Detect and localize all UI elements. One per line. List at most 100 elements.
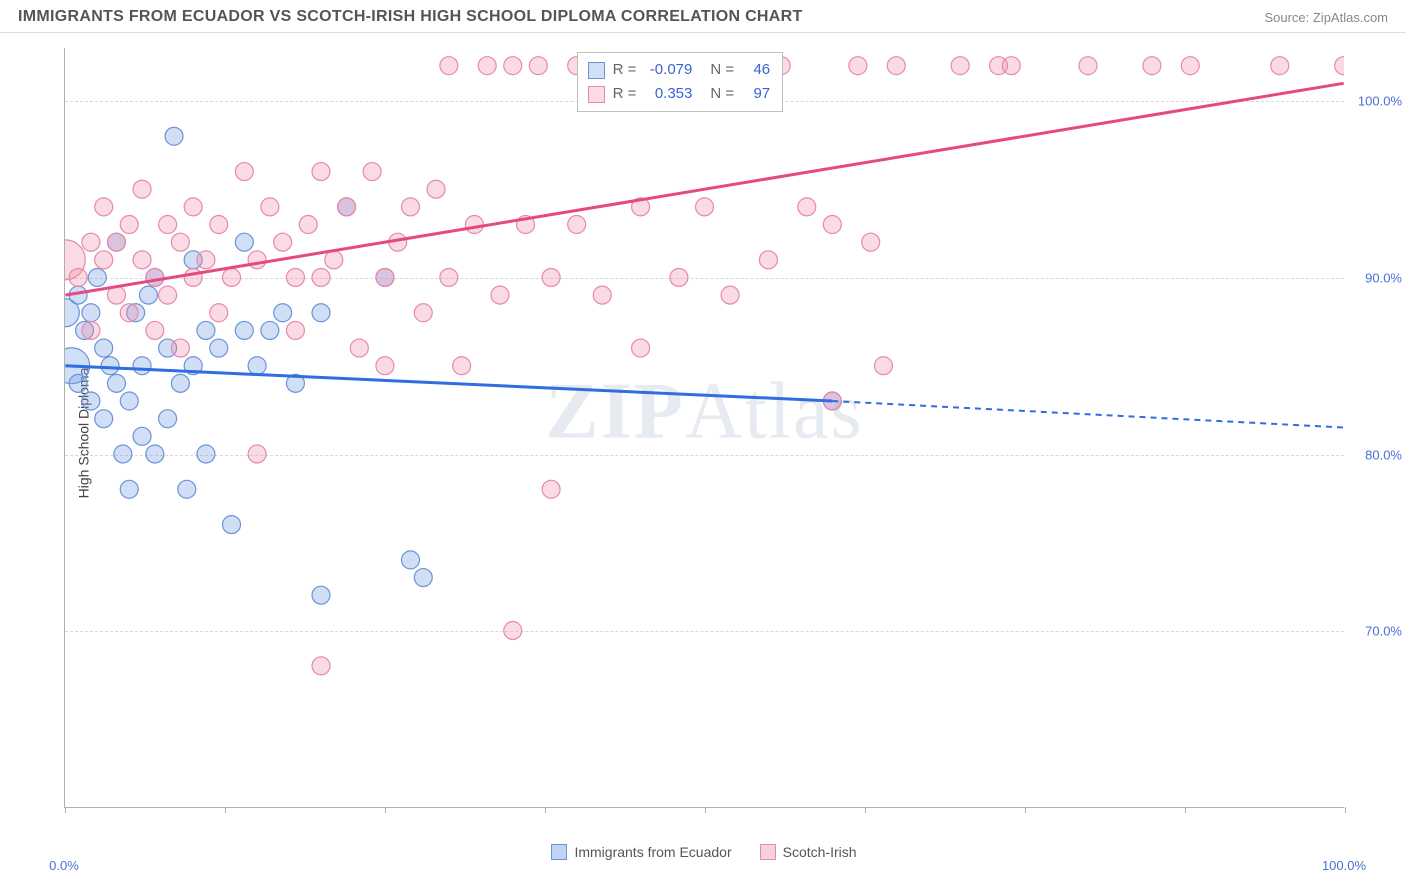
- stat-n-value: 46: [742, 58, 770, 82]
- data-point-ecuador: [312, 304, 330, 322]
- data-point-scotch: [1143, 57, 1161, 75]
- data-point-ecuador: [146, 445, 164, 463]
- data-point-scotch: [184, 268, 202, 286]
- data-point-ecuador: [82, 392, 100, 410]
- data-point-ecuador: [165, 127, 183, 145]
- data-point-scotch: [568, 216, 586, 234]
- data-point-ecuador: [401, 551, 419, 569]
- swatch-icon: [588, 62, 605, 79]
- legend-item: Immigrants from Ecuador: [551, 844, 731, 860]
- data-point-scotch: [491, 286, 509, 304]
- data-point-ecuador: [101, 357, 119, 375]
- data-point-ecuador: [95, 410, 113, 428]
- data-point-scotch: [146, 321, 164, 339]
- x-max-label: 100.0%: [1322, 858, 1366, 873]
- y-tick-label: 100.0%: [1358, 94, 1402, 109]
- data-point-ecuador: [82, 304, 100, 322]
- x-tick: [1185, 807, 1186, 813]
- data-point-ecuador: [133, 357, 151, 375]
- data-point-ecuador: [223, 516, 241, 534]
- data-point-scotch: [312, 163, 330, 181]
- data-point-scotch: [235, 163, 253, 181]
- data-point-ecuador: [197, 321, 215, 339]
- data-point-ecuador: [120, 480, 138, 498]
- stat-n-label: N =: [710, 82, 734, 106]
- data-point-ecuador: [235, 233, 253, 251]
- data-point-scotch: [376, 268, 394, 286]
- x-tick: [545, 807, 546, 813]
- x-tick: [225, 807, 226, 813]
- data-point-scotch: [274, 233, 292, 251]
- stats-legend-box: R = -0.079 N = 46 R = 0.353 N = 97: [577, 52, 784, 112]
- data-point-scotch: [171, 233, 189, 251]
- data-point-scotch: [69, 268, 87, 286]
- chart-title: IMMIGRANTS FROM ECUADOR VS SCOTCH-IRISH …: [18, 8, 803, 26]
- chart-svg: [65, 48, 1344, 807]
- data-point-ecuador: [107, 374, 125, 392]
- swatch-icon: [551, 844, 567, 860]
- legend-item: Scotch-Irish: [760, 844, 857, 860]
- data-point-ecuador: [69, 374, 87, 392]
- data-point-scotch: [95, 251, 113, 269]
- data-point-scotch: [887, 57, 905, 75]
- x-tick: [705, 807, 706, 813]
- x-tick: [65, 807, 66, 813]
- stat-row-ecuador: R = -0.079 N = 46: [588, 58, 771, 82]
- data-point-scotch: [670, 268, 688, 286]
- data-point-ecuador: [414, 569, 432, 587]
- stat-r-value: -0.079: [644, 58, 692, 82]
- data-point-scotch: [223, 268, 241, 286]
- data-point-scotch: [286, 268, 304, 286]
- data-point-scotch: [248, 251, 266, 269]
- data-point-scotch: [440, 57, 458, 75]
- data-point-ecuador: [210, 339, 228, 357]
- data-point-scotch: [453, 357, 471, 375]
- data-point-scotch: [312, 268, 330, 286]
- legend-label: Immigrants from Ecuador: [574, 844, 731, 860]
- data-point-scotch: [478, 57, 496, 75]
- data-point-scotch: [696, 198, 714, 216]
- data-point-scotch: [286, 321, 304, 339]
- data-point-scotch: [261, 198, 279, 216]
- bottom-legend: Immigrants from Ecuador Scotch-Irish: [64, 844, 1344, 860]
- swatch-icon: [588, 86, 605, 103]
- data-point-scotch: [593, 286, 611, 304]
- data-point-scotch: [133, 180, 151, 198]
- stat-row-scotch: R = 0.353 N = 97: [588, 82, 771, 106]
- data-point-scotch: [159, 216, 177, 234]
- y-tick-label: 90.0%: [1365, 270, 1402, 285]
- data-point-ecuador: [261, 321, 279, 339]
- data-point-scotch: [849, 57, 867, 75]
- data-point-scotch: [874, 357, 892, 375]
- data-point-scotch: [146, 268, 164, 286]
- data-point-scotch: [107, 233, 125, 251]
- x-tick: [385, 807, 386, 813]
- data-point-scotch: [798, 198, 816, 216]
- data-point-scotch: [427, 180, 445, 198]
- data-point-scotch: [529, 57, 547, 75]
- data-point-scotch: [325, 251, 343, 269]
- data-point-scotch: [504, 622, 522, 640]
- data-point-scotch: [312, 657, 330, 675]
- data-point-scotch: [82, 321, 100, 339]
- x-tick: [865, 807, 866, 813]
- data-point-ecuador: [178, 480, 196, 498]
- data-point-ecuador: [274, 304, 292, 322]
- x-tick: [1345, 807, 1346, 813]
- stat-n-value: 97: [742, 82, 770, 106]
- data-point-scotch: [440, 268, 458, 286]
- data-point-scotch: [210, 216, 228, 234]
- data-point-scotch: [1002, 57, 1020, 75]
- y-tick-label: 70.0%: [1365, 624, 1402, 639]
- data-point-scotch: [210, 304, 228, 322]
- data-point-scotch: [401, 198, 419, 216]
- data-point-scotch: [1181, 57, 1199, 75]
- data-point-ecuador: [139, 286, 157, 304]
- data-point-scotch: [1335, 57, 1344, 75]
- data-point-ecuador: [171, 374, 189, 392]
- stat-r-value: 0.353: [644, 82, 692, 106]
- legend-label: Scotch-Irish: [783, 844, 857, 860]
- stat-r-label: R =: [613, 82, 637, 106]
- stat-r-label: R =: [613, 58, 637, 82]
- data-point-ecuador: [88, 268, 106, 286]
